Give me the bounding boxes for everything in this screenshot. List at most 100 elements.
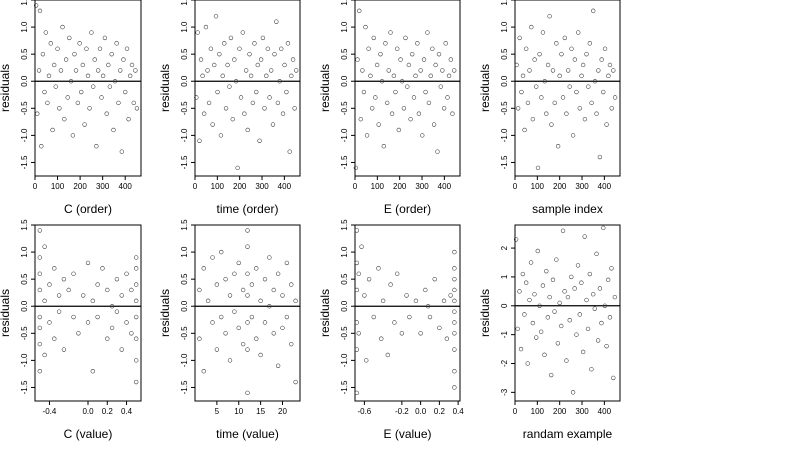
- residual-point: [37, 228, 42, 233]
- residual-point: [60, 24, 65, 30]
- residual-point: [430, 46, 435, 51]
- residual-point: [95, 68, 101, 73]
- residual-point: [611, 375, 616, 381]
- residual-point: [385, 352, 390, 358]
- residual-point: [213, 14, 219, 19]
- residual-point: [577, 106, 582, 111]
- residual-point: [68, 79, 74, 84]
- residual-point: [290, 57, 296, 62]
- residual-point: [284, 89, 289, 95]
- residual-point: [109, 325, 115, 331]
- residual-point: [70, 133, 76, 138]
- x-tick-label: 0.4: [453, 407, 465, 416]
- residual-point: [134, 379, 139, 385]
- residual-point: [37, 314, 42, 320]
- residual-point: [206, 100, 212, 106]
- residual-point: [363, 24, 368, 30]
- residual-point: [293, 298, 298, 303]
- residual-point: [95, 314, 100, 320]
- y-axis-label: residuals: [158, 64, 172, 112]
- residual-point: [279, 46, 284, 51]
- residual-point: [254, 89, 259, 95]
- residual-point: [601, 225, 606, 231]
- residual-point: [264, 73, 269, 78]
- y-tick-label: 0.0: [20, 75, 29, 87]
- residual-point: [37, 8, 43, 14]
- residual-point: [355, 57, 360, 62]
- y-axis-label: residuals: [318, 289, 332, 337]
- x-axis-label: E (order): [384, 202, 431, 216]
- residual-point: [437, 325, 442, 331]
- residual-point: [576, 30, 581, 35]
- chart-panel: -0.6 -0.2 0.0 0.2 0.4 -1.5 -1.0 -0.5 0.0 0.5 1.0 1.…: [318, 219, 464, 441]
- residual-point: [43, 30, 49, 35]
- residual-point: [545, 62, 551, 68]
- residual-point: [92, 57, 97, 62]
- residual-point: [436, 51, 442, 57]
- residual-point: [203, 24, 209, 30]
- residual-point: [118, 68, 123, 73]
- residual-point: [515, 326, 520, 332]
- residual-point: [589, 100, 594, 106]
- residual-point: [399, 79, 405, 84]
- residual-point: [124, 271, 129, 276]
- y-tick-label: 0.0: [180, 75, 189, 87]
- residual-point: [267, 304, 272, 309]
- residual-point: [395, 46, 400, 51]
- residual-point: [587, 41, 593, 46]
- residual-point: [250, 100, 256, 106]
- residual-point: [134, 255, 139, 260]
- chart-panel: 0 100 200 300 400 -1.5 -1.0 -0.5 0.0 0.5 1.0 1.5 C (…: [0, 0, 142, 216]
- residual-point: [547, 14, 552, 19]
- y-tick-label: -0.5: [340, 326, 349, 340]
- x-tick-label: 15: [256, 407, 265, 416]
- residual-point: [267, 255, 272, 260]
- residual-point: [37, 369, 42, 374]
- x-axis-label: sample index: [532, 202, 603, 216]
- x-tick-label: 100: [371, 182, 385, 191]
- residual-point: [292, 106, 297, 111]
- residual-point: [212, 62, 217, 68]
- residual-point: [61, 347, 67, 352]
- residual-point: [407, 314, 412, 320]
- residual-point: [596, 68, 601, 73]
- residual-point: [77, 41, 82, 46]
- residual-point: [370, 106, 375, 111]
- residual-point: [452, 276, 457, 282]
- residual-point: [37, 255, 42, 260]
- residual-point: [438, 84, 443, 89]
- residual-point: [285, 41, 291, 46]
- residual-point: [354, 260, 360, 266]
- residual-point: [567, 318, 572, 323]
- y-tick-label: 0.0: [340, 75, 349, 87]
- residual-point: [609, 106, 614, 111]
- x-tick-label: -0.2: [395, 407, 409, 416]
- x-tick-label: 0.0: [415, 407, 427, 416]
- residual-point: [379, 79, 385, 84]
- y-axis-label: residuals: [0, 64, 12, 112]
- residual-point: [358, 116, 363, 122]
- residual-point: [580, 349, 586, 355]
- y-tick-label: -0.5: [340, 101, 349, 115]
- residual-point: [393, 89, 398, 95]
- y-axis-label: residuals: [478, 64, 492, 112]
- residual-point: [413, 298, 419, 303]
- residual-point: [105, 287, 110, 293]
- residual-point: [90, 369, 95, 374]
- y-tick-label: 0: [500, 303, 509, 308]
- residual-point: [425, 304, 431, 309]
- chart-panel: 0 100 200 300 400 -1.5 -1.0 -0.5 0.0 0.5 1.0 1.5 sam…: [478, 0, 621, 216]
- residual-point: [364, 133, 370, 138]
- residual-point: [237, 46, 242, 51]
- x-tick-label: 300: [96, 182, 110, 191]
- y-tick-label: -1.0: [180, 128, 189, 142]
- residual-point: [552, 309, 557, 314]
- residual-point: [47, 320, 52, 325]
- residual-point: [275, 100, 281, 106]
- residual-point: [532, 292, 537, 297]
- residual-point: [432, 276, 437, 282]
- residual-point: [404, 293, 409, 298]
- residual-point: [373, 95, 378, 100]
- residual-point: [589, 367, 594, 372]
- residual-point: [595, 338, 601, 343]
